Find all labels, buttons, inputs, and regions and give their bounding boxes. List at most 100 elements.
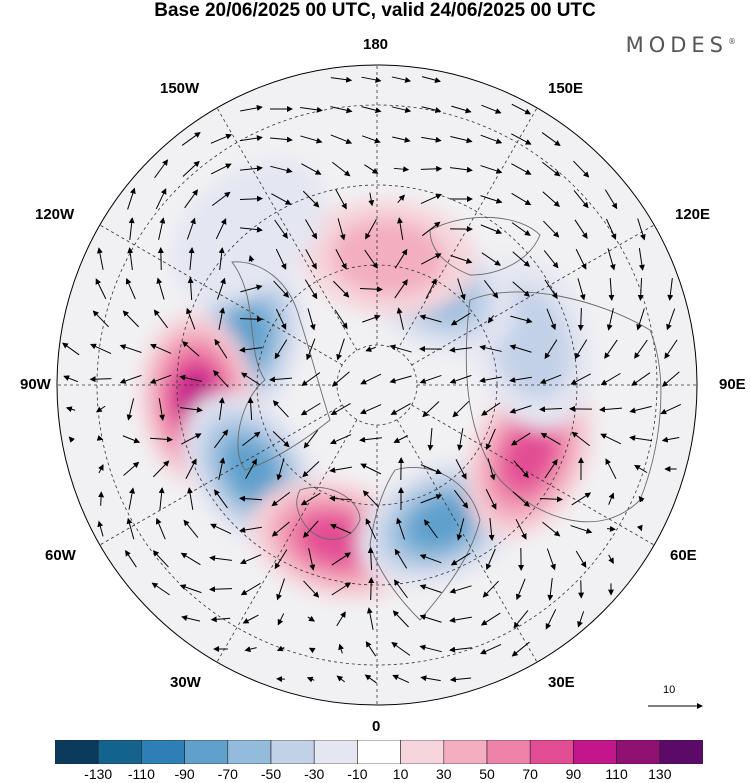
wind-vector-78 xyxy=(240,135,263,142)
wind-vector-41 xyxy=(151,582,170,596)
colorbar-tick-label: -90 xyxy=(174,766,195,782)
wind-vector-180 xyxy=(392,136,411,143)
wind-vector-132 xyxy=(303,580,320,598)
wind-vector-43 xyxy=(182,160,200,177)
wind-vector-25 xyxy=(126,517,135,540)
wind-vector-289 xyxy=(544,459,558,479)
wind-vector-202 xyxy=(420,165,443,172)
wind-vector-326 xyxy=(638,248,645,271)
wind-vector-128 xyxy=(302,461,320,478)
wind-vector-292 xyxy=(546,548,556,571)
colorbar-swatch-14 xyxy=(659,740,703,764)
wind-vector-37 xyxy=(152,460,170,478)
wind-vector-10 xyxy=(96,435,104,441)
wind-vector-86 xyxy=(240,372,261,386)
wind-vector-177 xyxy=(364,674,377,684)
coastline-europe xyxy=(369,467,481,621)
wind-vector-16 xyxy=(127,247,134,270)
wind-vector-67 xyxy=(212,370,229,388)
wind-vector-170 xyxy=(360,463,382,475)
colorbar-tick-label: 30 xyxy=(436,766,452,782)
wind-vector-297 xyxy=(574,219,588,240)
wind-vector-235 xyxy=(450,552,471,566)
wind-vector-333 xyxy=(634,464,648,474)
wind-vector-97 xyxy=(270,136,293,143)
wind-vector-232 xyxy=(455,458,467,480)
lon-label-30w: 30W xyxy=(170,674,201,691)
wind-vector-265 xyxy=(512,281,531,297)
wind-vector-294 xyxy=(545,609,557,630)
wind-vector-109 xyxy=(271,491,291,507)
wind-vector-185 xyxy=(394,279,408,299)
wind-vector-103 xyxy=(275,308,287,330)
wind-vector-239 xyxy=(449,676,472,683)
meridian-60 xyxy=(411,404,655,546)
wind-vector-269 xyxy=(509,405,532,414)
wind-vector-341 xyxy=(661,436,680,443)
colorbar-swatch-0 xyxy=(55,740,99,764)
wind-vector-244 xyxy=(480,224,503,235)
wind-vector-311 xyxy=(604,189,618,210)
wind-vector-63 xyxy=(218,247,225,270)
wind-vector-209 xyxy=(419,374,442,384)
wind-vector-14 xyxy=(127,187,136,210)
wind-vector-252 xyxy=(487,458,496,481)
wind-vector-124 xyxy=(306,338,316,361)
wind-vector-222 xyxy=(450,166,473,173)
wind-vector-23 xyxy=(123,461,140,476)
wind-vector-143 xyxy=(332,280,350,298)
wind-vector-54 xyxy=(187,487,194,510)
colorbar-tick-label: 130 xyxy=(648,766,672,782)
map-title: Base 20/06/2025 00 UTC, valid 24/06/2025… xyxy=(154,0,596,21)
wind-vector-278 xyxy=(541,132,561,147)
reference-vector-label: 10 xyxy=(663,684,676,696)
wind-vector-300 xyxy=(577,307,584,331)
wind-vectors xyxy=(62,76,682,684)
colorbar-swatch-3 xyxy=(184,740,229,764)
wind-vector-57 xyxy=(179,584,202,594)
wind-vector-181 xyxy=(393,166,410,173)
wind-vector-214 xyxy=(423,519,438,539)
wind-vector-172 xyxy=(365,518,377,540)
wind-vector-296 xyxy=(573,190,589,209)
wind-vector-93 xyxy=(240,582,261,596)
lon-label-60e: 60E xyxy=(670,547,697,564)
wind-vector-110 xyxy=(271,521,290,537)
colorbar-tick-label: 10 xyxy=(392,766,409,782)
wind-vector-64 xyxy=(216,277,226,300)
anomaly-contour-2-3 xyxy=(224,439,281,505)
wind-vector-50 xyxy=(179,374,202,382)
wind-vector-145 xyxy=(336,338,345,361)
wind-vector-161 xyxy=(368,192,375,207)
colorbar-tick-label: 90 xyxy=(565,766,582,782)
wind-vector-79 xyxy=(240,165,263,172)
wind-vector-317 xyxy=(600,372,621,386)
colorbar-swatch-10 xyxy=(486,740,531,764)
wind-vector-254 xyxy=(488,518,495,541)
wind-vector-183 xyxy=(397,217,404,240)
meridian-240 xyxy=(99,224,343,366)
wind-vector-251 xyxy=(485,428,496,451)
meridian-120 xyxy=(411,224,655,366)
wind-vector-176 xyxy=(365,640,377,657)
wind-vector-56 xyxy=(180,552,201,566)
wind-vector-84 xyxy=(239,316,263,323)
wind-vector-126 xyxy=(300,402,321,416)
wind-vector-58 xyxy=(181,615,201,622)
wind-vector-66 xyxy=(214,338,228,359)
wind-vector-291 xyxy=(542,521,561,537)
lon-label-90w: 90W xyxy=(20,376,51,393)
wind-vector-299 xyxy=(577,278,586,301)
wind-vector-275 xyxy=(515,578,526,601)
wind-vector-47 xyxy=(187,277,194,301)
lon-label-180: 180 xyxy=(363,36,389,53)
wind-vector-207 xyxy=(419,314,442,323)
wind-vector-194 xyxy=(394,548,408,569)
wind-vector-118 xyxy=(301,163,322,175)
wind-vector-82 xyxy=(248,255,255,263)
wind-vector-315 xyxy=(606,308,614,331)
wind-vector-104 xyxy=(274,339,288,360)
wind-vector-277 xyxy=(511,641,530,657)
wind-vector-138 xyxy=(330,134,353,145)
wind-vector-197 xyxy=(391,642,411,656)
